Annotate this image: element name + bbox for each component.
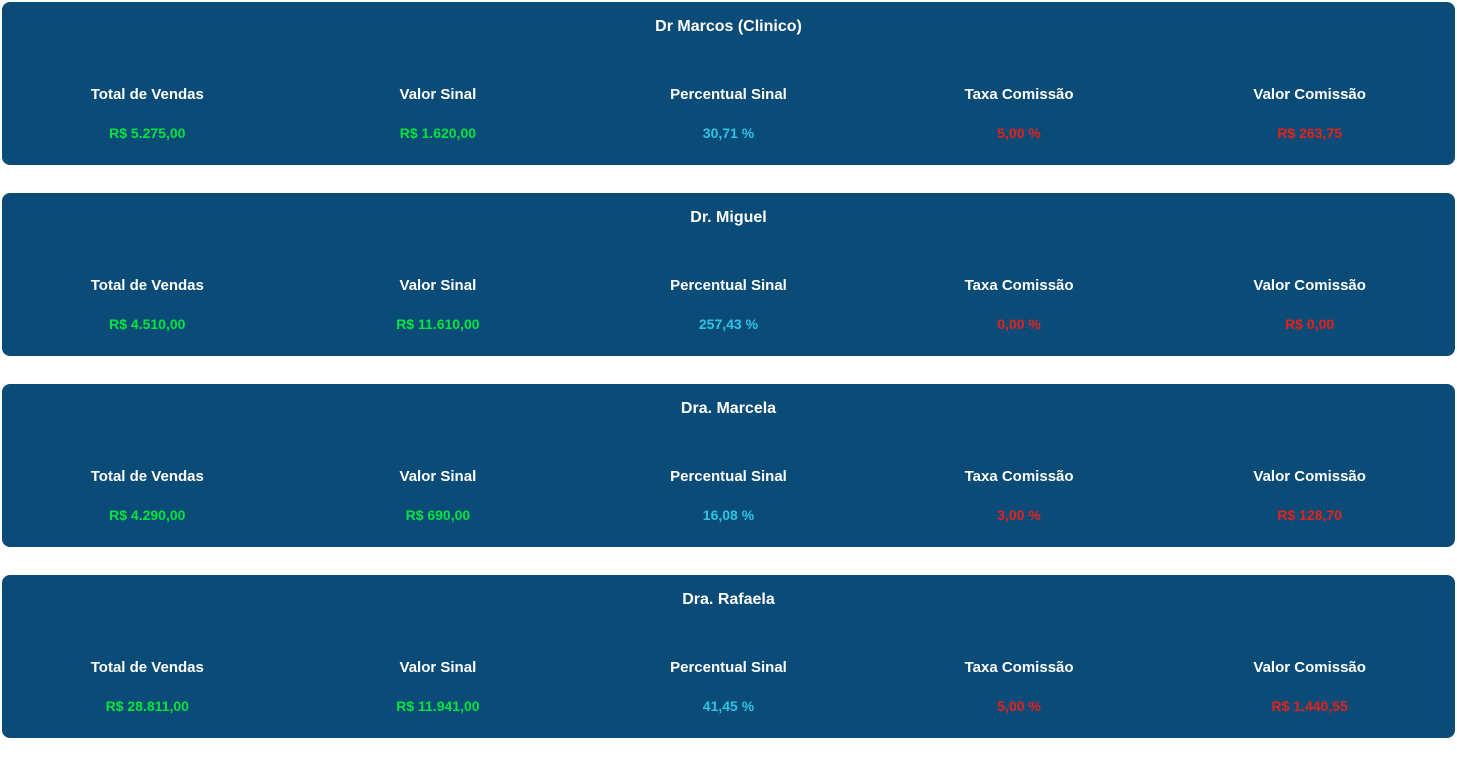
metric-value: R$ 1.620,00: [293, 125, 584, 141]
metric-label: Valor Comissão: [1164, 86, 1455, 103]
metric-value: 5,00 %: [874, 125, 1165, 141]
metric-valor-comissao: Valor Comissão R$ 263,75: [1164, 86, 1455, 141]
metric-value: R$ 11.610,00: [293, 316, 584, 332]
card-title: Dr Marcos (Clinico): [2, 18, 1455, 36]
metric-valor-sinal: Valor Sinal R$ 11.610,00: [293, 277, 584, 332]
metric-value: 257,43 %: [583, 316, 874, 332]
metric-value: R$ 690,00: [293, 507, 584, 523]
metric-value: R$ 128,70: [1164, 507, 1455, 523]
metric-label: Percentual Sinal: [583, 659, 874, 676]
metric-value: R$ 5.275,00: [2, 125, 293, 141]
doctor-card: Dra. Rafaela Total de Vendas R$ 28.811,0…: [2, 575, 1455, 738]
metric-label: Total de Vendas: [2, 277, 293, 294]
doctor-card: Dr. Miguel Total de Vendas R$ 4.510,00 V…: [2, 193, 1455, 356]
metric-value: R$ 1.440,55: [1164, 698, 1455, 714]
card-title: Dra. Marcela: [2, 400, 1455, 418]
metric-label: Total de Vendas: [2, 86, 293, 103]
metric-label: Percentual Sinal: [583, 468, 874, 485]
metric-valor-comissao: Valor Comissão R$ 128,70: [1164, 468, 1455, 523]
card-title: Dr. Miguel: [2, 209, 1455, 227]
metric-label: Valor Sinal: [293, 277, 584, 294]
metric-total-vendas: Total de Vendas R$ 4.290,00: [2, 468, 293, 523]
metric-percentual-sinal: Percentual Sinal 257,43 %: [583, 277, 874, 332]
metric-value: 30,71 %: [583, 125, 874, 141]
metric-value: R$ 11.941,00: [293, 698, 584, 714]
metric-value: R$ 4.510,00: [2, 316, 293, 332]
metric-label: Valor Sinal: [293, 468, 584, 485]
metric-label: Taxa Comissão: [874, 277, 1165, 294]
metric-value: R$ 263,75: [1164, 125, 1455, 141]
metric-valor-sinal: Valor Sinal R$ 11.941,00: [293, 659, 584, 714]
metric-label: Percentual Sinal: [583, 86, 874, 103]
doctor-card: Dra. Marcela Total de Vendas R$ 4.290,00…: [2, 384, 1455, 547]
metric-label: Valor Comissão: [1164, 659, 1455, 676]
metrics-row: Total de Vendas R$ 4.290,00 Valor Sinal …: [2, 468, 1455, 523]
metric-value: R$ 28.811,00: [2, 698, 293, 714]
metric-percentual-sinal: Percentual Sinal 41,45 %: [583, 659, 874, 714]
metric-value: 5,00 %: [874, 698, 1165, 714]
metric-label: Taxa Comissão: [874, 659, 1165, 676]
metric-value: 3,00 %: [874, 507, 1165, 523]
metric-valor-sinal: Valor Sinal R$ 1.620,00: [293, 86, 584, 141]
metric-label: Valor Comissão: [1164, 277, 1455, 294]
metric-percentual-sinal: Percentual Sinal 16,08 %: [583, 468, 874, 523]
metric-taxa-comissao: Taxa Comissão 5,00 %: [874, 659, 1165, 714]
metric-valor-sinal: Valor Sinal R$ 690,00: [293, 468, 584, 523]
metric-value: 41,45 %: [583, 698, 874, 714]
metric-total-vendas: Total de Vendas R$ 5.275,00: [2, 86, 293, 141]
metric-label: Taxa Comissão: [874, 86, 1165, 103]
metric-value: R$ 0,00: [1164, 316, 1455, 332]
metrics-row: Total de Vendas R$ 4.510,00 Valor Sinal …: [2, 277, 1455, 332]
metric-label: Valor Sinal: [293, 659, 584, 676]
metric-total-vendas: Total de Vendas R$ 4.510,00: [2, 277, 293, 332]
card-title: Dra. Rafaela: [2, 591, 1455, 609]
metric-value: 0,00 %: [874, 316, 1165, 332]
metric-label: Total de Vendas: [2, 659, 293, 676]
metric-percentual-sinal: Percentual Sinal 30,71 %: [583, 86, 874, 141]
metric-value: 16,08 %: [583, 507, 874, 523]
metric-label: Taxa Comissão: [874, 468, 1165, 485]
metrics-row: Total de Vendas R$ 28.811,00 Valor Sinal…: [2, 659, 1455, 714]
metric-value: R$ 4.290,00: [2, 507, 293, 523]
metric-taxa-comissao: Taxa Comissão 5,00 %: [874, 86, 1165, 141]
doctor-card: Dr Marcos (Clinico) Total de Vendas R$ 5…: [2, 2, 1455, 165]
metric-label: Percentual Sinal: [583, 277, 874, 294]
metrics-row: Total de Vendas R$ 5.275,00 Valor Sinal …: [2, 86, 1455, 141]
metric-taxa-comissao: Taxa Comissão 0,00 %: [874, 277, 1165, 332]
metric-taxa-comissao: Taxa Comissão 3,00 %: [874, 468, 1165, 523]
metric-label: Total de Vendas: [2, 468, 293, 485]
metric-label: Valor Comissão: [1164, 468, 1455, 485]
metric-total-vendas: Total de Vendas R$ 28.811,00: [2, 659, 293, 714]
metric-valor-comissao: Valor Comissão R$ 1.440,55: [1164, 659, 1455, 714]
metric-valor-comissao: Valor Comissão R$ 0,00: [1164, 277, 1455, 332]
metric-label: Valor Sinal: [293, 86, 584, 103]
